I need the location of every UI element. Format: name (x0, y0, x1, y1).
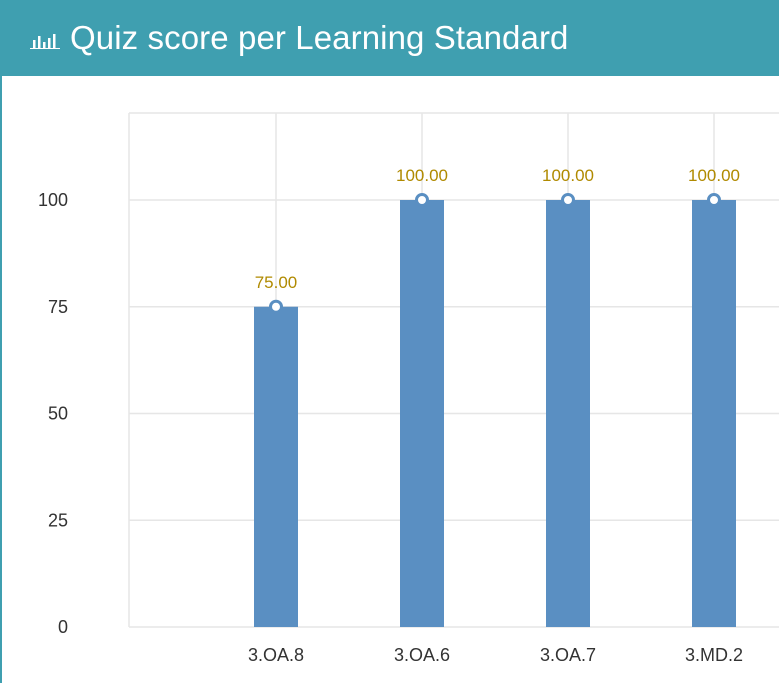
x-tick-label: 3.OA.8 (248, 645, 304, 665)
y-tick-label: 75 (48, 297, 68, 317)
x-tick-label: 3.OA.7 (540, 645, 596, 665)
data-label: 75.00 (255, 273, 298, 292)
data-point-marker (561, 193, 575, 207)
data-point-marker (707, 193, 721, 207)
bar-chart-icon (30, 34, 60, 49)
data-point-marker (269, 299, 283, 314)
y-tick-label: 25 (48, 510, 68, 530)
bar-chart: 0 25 50 75 100 75.00 3.OA.8 100.00 3.OA.6 100.00 3… (38, 112, 779, 665)
panel-header: Quiz score per Learning Standard (2, 0, 779, 76)
x-tick-label: 3.OA.6 (394, 645, 450, 665)
page-title: Quiz score per Learning Standard (70, 19, 569, 56)
y-tick-label: 0 (58, 617, 68, 637)
bar (546, 200, 590, 627)
bar (254, 306, 298, 627)
bar (692, 200, 736, 627)
x-tick-label: 3.MD.2 (685, 645, 743, 665)
y-tick-label: 50 (48, 404, 68, 424)
data-label: 100.00 (396, 166, 448, 185)
bar (400, 200, 444, 627)
data-label: 100.00 (688, 166, 740, 185)
data-point-marker (415, 193, 429, 207)
y-tick-label: 100 (38, 190, 68, 210)
data-label: 100.00 (542, 166, 594, 185)
